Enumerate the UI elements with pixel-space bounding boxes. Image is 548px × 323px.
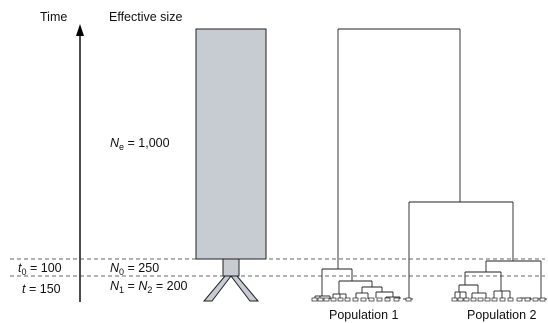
population-2-branch bbox=[229, 275, 260, 302]
n2-symbol: N bbox=[138, 279, 148, 293]
split-size-label: N1 = N2 = 200 bbox=[110, 280, 188, 295]
time-t0-label: t0 = 100 bbox=[18, 262, 62, 277]
population-2-label: Population 2 bbox=[467, 308, 537, 322]
ancestral-size-subscript: e bbox=[119, 142, 125, 152]
population-1-branch bbox=[202, 275, 233, 302]
n1-subscript: 1 bbox=[119, 285, 125, 295]
time-axis-arrowhead bbox=[76, 24, 84, 36]
t0-subscript: 0 bbox=[21, 267, 27, 277]
effective-size-header: Effective size bbox=[109, 10, 183, 24]
tip-markers bbox=[311, 297, 546, 302]
equals-sign: = bbox=[127, 279, 135, 293]
gene-genealogy bbox=[314, 28, 547, 300]
ancestral-population-box bbox=[195, 28, 267, 260]
founder-size-label: N0 = 250 bbox=[110, 262, 159, 277]
split-size-value: = 200 bbox=[155, 279, 188, 293]
population-1-label: Population 1 bbox=[329, 308, 399, 322]
ancestral-size-symbol: N bbox=[110, 136, 120, 150]
t-value: = 150 bbox=[28, 282, 61, 296]
ancestral-size-value: = 1,000 bbox=[127, 136, 170, 150]
n1-symbol: N bbox=[110, 279, 120, 293]
time-axis bbox=[76, 24, 84, 302]
n2-subscript: 2 bbox=[147, 285, 153, 295]
ancestral-size-label: Ne = 1,000 bbox=[110, 137, 170, 152]
founder-size-subscript: 0 bbox=[119, 267, 125, 277]
t0-symbol: t bbox=[18, 261, 22, 275]
time-axis-header: Time bbox=[40, 10, 68, 24]
time-t-label: t = 150 bbox=[22, 283, 61, 296]
founder-population-box bbox=[222, 258, 240, 277]
t-symbol: t bbox=[22, 282, 26, 296]
founder-size-symbol: N bbox=[110, 261, 120, 275]
founder-size-value: = 250 bbox=[127, 261, 160, 275]
t0-value: = 100 bbox=[29, 261, 62, 275]
